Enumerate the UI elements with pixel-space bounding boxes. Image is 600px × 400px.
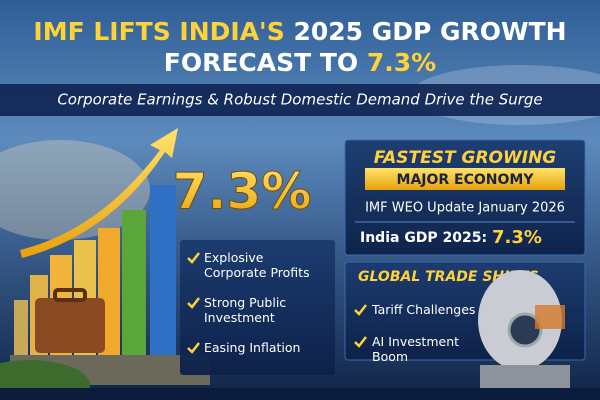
gdp-value: 7.3% <box>492 227 542 248</box>
briefcase <box>35 298 105 353</box>
subtitle-band <box>0 84 600 116</box>
economy-source: IMF WEO Update January 2026 <box>365 201 565 216</box>
title-line2: FORECAST TO 7.3% <box>164 48 436 77</box>
robot-chip <box>535 305 565 329</box>
bullet-text: AI Investment Boom <box>372 334 459 364</box>
bar-shape <box>14 300 28 360</box>
bullet-line: Easing Inflation <box>204 340 300 355</box>
economy-banner: MAJOR ECONOMY <box>397 172 535 188</box>
bullet-line: Investment <box>204 310 275 325</box>
check-icon <box>354 304 367 316</box>
bullet-line: Explosive <box>204 250 264 265</box>
subtitle: Corporate Earnings & Robust Domestic Dem… <box>57 91 542 109</box>
drivers-list: Explosive Corporate Profits Strong Public I… <box>187 250 310 355</box>
growth-arrow <box>20 128 178 258</box>
check-icon <box>354 336 367 348</box>
title-line1: IMF LIFTS INDIA'S 2025 GDP GROWTH <box>33 17 566 46</box>
trade-heading: GLOBAL TRADE SHIFTS <box>358 269 539 285</box>
bullet-text: Strong Public Investment <box>204 295 286 325</box>
gdp-label: India GDP 2025: <box>360 230 487 246</box>
hero-value: 7.3% <box>173 163 312 221</box>
bullet-line: Tariff Challenges <box>371 302 475 317</box>
check-icon <box>187 342 200 354</box>
bullet-text: Explosive Corporate Profits <box>204 250 310 280</box>
footer-band <box>0 388 600 400</box>
title-lead: FORECAST TO <box>164 48 358 77</box>
trade-list: Tariff Challenges AI Investment Boom <box>354 302 475 364</box>
decorative-bars <box>0 128 210 400</box>
title-value: 7.3% <box>367 48 436 77</box>
robot-ear <box>507 312 543 348</box>
bullet-line: Boom <box>372 349 408 364</box>
economy-banner-bg <box>365 168 565 190</box>
title-rest: 2025 GDP GROWTH <box>293 17 566 46</box>
gdp-line: India GDP 2025: 7.3% <box>360 227 542 248</box>
drivers-panel <box>180 240 335 375</box>
bullet-text: Easing Inflation <box>204 340 300 355</box>
bar-shape <box>122 210 146 360</box>
economy-heading: FASTEST GROWING <box>374 148 557 168</box>
briefcase-handle <box>53 288 87 302</box>
cloud <box>0 140 150 240</box>
bullet-line: Strong Public <box>204 295 286 310</box>
bullet-line: Corporate Profits <box>204 265 310 280</box>
check-icon <box>187 297 200 309</box>
check-icon <box>187 252 200 264</box>
bullet-text: Tariff Challenges <box>371 302 475 317</box>
bar-shape <box>150 185 176 360</box>
bullet-line: AI Investment <box>372 334 459 349</box>
title-highlight: IMF LIFTS INDIA'S <box>33 17 284 46</box>
